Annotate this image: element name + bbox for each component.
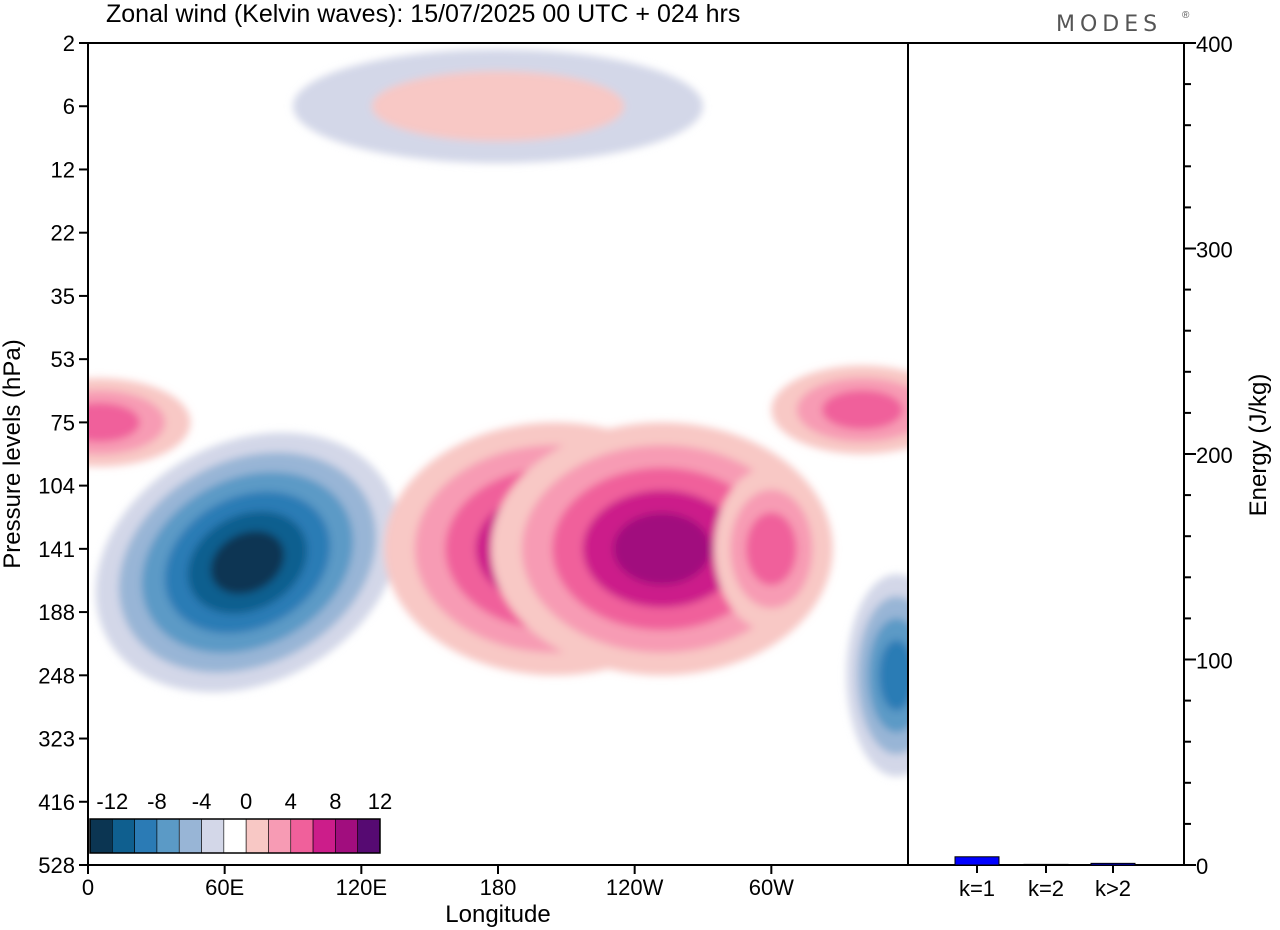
x-tick-label: 60W xyxy=(749,875,794,900)
colorbar: -12 -8 -4 0 4 8 12 xyxy=(89,789,392,854)
y-tick-label: 323 xyxy=(38,727,75,752)
y-tick-label: 53 xyxy=(51,347,75,372)
brand-name: MODES xyxy=(1056,12,1162,37)
colorbar-label: -12 xyxy=(96,789,128,814)
contour-band xyxy=(88,402,140,443)
y-tick-label: 2 xyxy=(63,31,75,56)
colorbar-swatch xyxy=(312,818,336,854)
heatmap-field xyxy=(88,43,908,865)
chart-title: Zonal wind (Kelvin waves): 15/07/2025 00… xyxy=(106,0,740,28)
y-axis-label: Pressure levels (hPa) xyxy=(0,339,26,568)
colorbar-label: 4 xyxy=(285,789,297,814)
brand-mark: ® xyxy=(1182,10,1190,21)
x-tick-label: 120W xyxy=(606,875,664,900)
contour-band xyxy=(210,530,285,594)
energy-category-label: k=2 xyxy=(1028,876,1064,901)
energy-y-axis: 0 100 200 300 400 xyxy=(1184,32,1233,879)
colorbar-frame xyxy=(89,818,381,854)
heatmap-x-axis: 0 60E 120E 180 120W 60W xyxy=(82,865,794,900)
colorbar-swatch xyxy=(357,818,381,854)
energy-panel-frame xyxy=(907,42,1185,866)
colorbar-swatch xyxy=(201,818,225,854)
x-tick-label: 60E xyxy=(205,875,244,900)
y-tick-label: 6 xyxy=(63,94,75,119)
colorbar-label: 8 xyxy=(329,789,341,814)
contour-band xyxy=(613,512,711,585)
y-tick-label: 416 xyxy=(38,790,75,815)
colorbar-label: 12 xyxy=(368,789,392,814)
colorbar-label: -4 xyxy=(192,789,212,814)
y-tick-label: 248 xyxy=(38,663,75,688)
x-axis-label: Longitude xyxy=(445,901,550,928)
energy-y-axis-label: Energy (J/kg) xyxy=(1245,374,1272,517)
y-tick-label: 35 xyxy=(51,284,75,309)
x-tick-label: 120E xyxy=(336,875,387,900)
heatmap-y-axis: 2 6 12 22 35 53 75 104 141 188 248 323 416 528 xyxy=(38,31,88,878)
colorbar-label: -8 xyxy=(147,789,167,814)
colorbar-swatch xyxy=(335,818,358,854)
energy-y-tick-label: 0 xyxy=(1196,854,1208,879)
energy-y-tick-label: 400 xyxy=(1196,32,1233,57)
contour-band xyxy=(879,640,908,711)
y-tick-label: 22 xyxy=(51,221,75,246)
energy-bars: k=1 k=2 k>2 xyxy=(954,856,1136,901)
energy-category-label: k=1 xyxy=(959,876,995,901)
energy-bar xyxy=(1090,862,1136,866)
y-tick-label: 12 xyxy=(51,157,75,182)
x-tick-label: 0 xyxy=(82,875,94,900)
colorbar-swatch xyxy=(268,818,292,854)
colorbar-swatch xyxy=(223,818,247,854)
energy-bar xyxy=(954,856,1000,866)
colorbar-swatch xyxy=(156,818,180,854)
y-tick-label: 104 xyxy=(38,474,75,499)
y-tick-label: 188 xyxy=(38,600,75,625)
contour-band xyxy=(821,390,903,430)
colorbar-swatch xyxy=(112,818,135,854)
x-tick-label: 180 xyxy=(480,875,517,900)
colorbar-swatch xyxy=(290,818,314,854)
brand-logo: MODES ® xyxy=(1056,10,1190,37)
contour-band xyxy=(371,71,625,142)
colorbar-swatch xyxy=(245,818,269,854)
colorbar-swatch xyxy=(134,818,158,854)
contour-band xyxy=(746,512,797,586)
y-tick-label: 528 xyxy=(38,853,75,878)
energy-y-tick-label: 200 xyxy=(1196,443,1233,468)
colorbar-swatch xyxy=(178,818,202,854)
energy-y-tick-label: 300 xyxy=(1196,238,1233,263)
energy-y-tick-label: 100 xyxy=(1196,649,1233,674)
colorbar-swatch xyxy=(89,818,113,854)
energy-category-label: k>2 xyxy=(1095,876,1131,901)
y-tick-label: 141 xyxy=(38,537,75,562)
y-tick-label: 75 xyxy=(51,410,75,435)
colorbar-label: 0 xyxy=(240,789,252,814)
